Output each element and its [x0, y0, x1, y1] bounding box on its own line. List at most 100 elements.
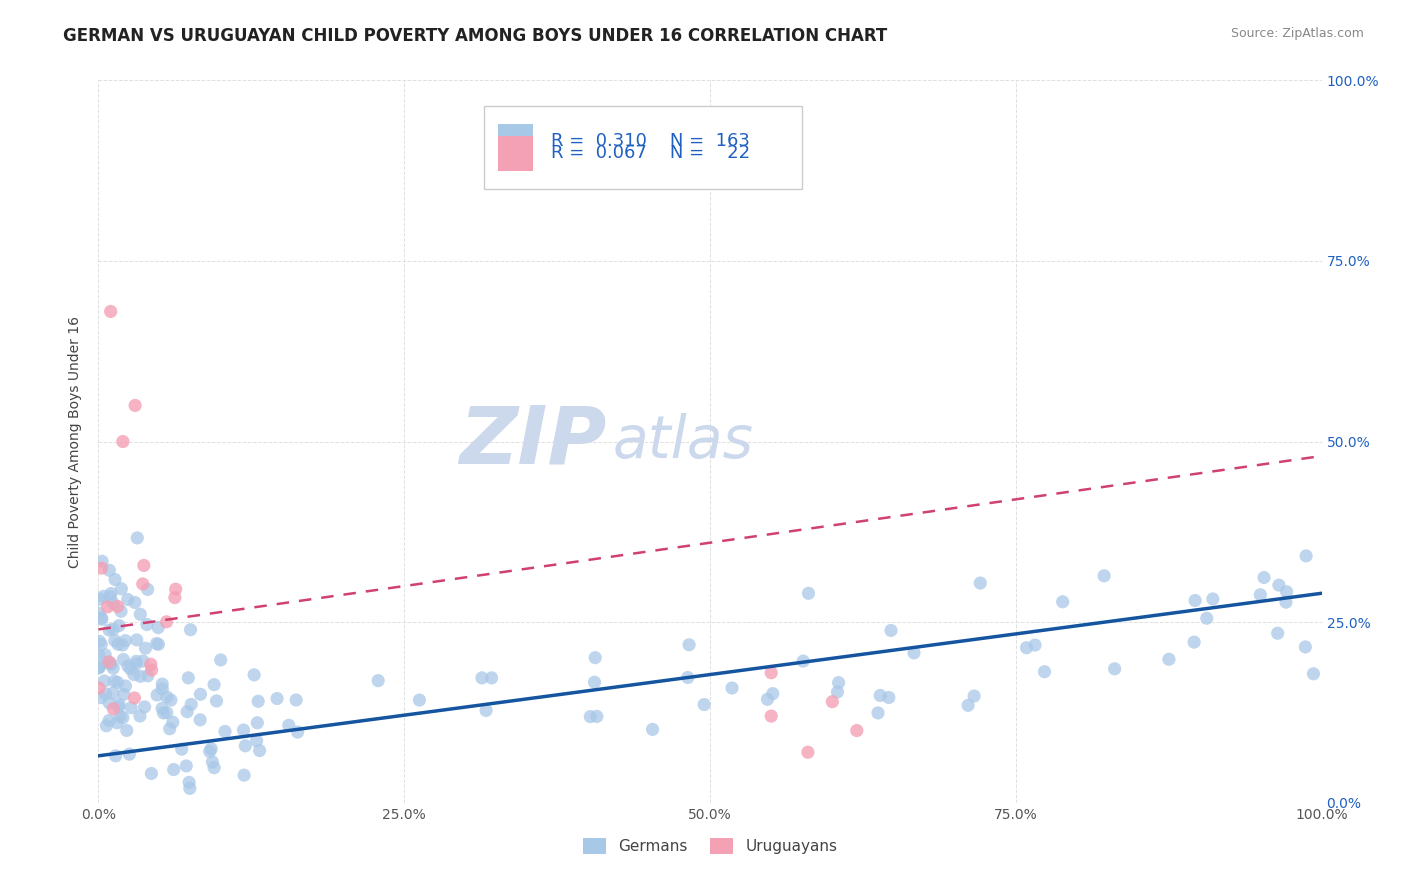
Point — [129, 709, 152, 723]
Point — [641, 723, 664, 737]
Text: R =  0.067    N =    22: R = 0.067 N = 22 — [551, 145, 751, 162]
Point — [1092, 569, 1115, 583]
Y-axis label: Child Poverty Among Boys Under 16: Child Poverty Among Boys Under 16 — [69, 316, 83, 567]
Point — [200, 741, 222, 756]
Point — [903, 646, 925, 660]
Point — [163, 591, 186, 605]
Point — [957, 698, 980, 713]
Point — [232, 723, 254, 737]
Point — [877, 690, 900, 705]
Point — [98, 623, 121, 637]
Point — [125, 654, 148, 668]
Point — [111, 638, 134, 652]
Point — [134, 700, 156, 714]
Point — [112, 652, 135, 666]
Point — [246, 733, 269, 747]
Point — [129, 607, 152, 622]
Point — [1294, 640, 1316, 654]
Point — [1202, 591, 1225, 606]
Point — [90, 561, 112, 575]
Point — [156, 690, 179, 704]
Point — [797, 745, 820, 759]
Point — [129, 669, 152, 683]
Point — [1302, 666, 1324, 681]
Point — [202, 678, 225, 692]
Point — [94, 648, 117, 662]
Point — [108, 618, 131, 632]
Point — [136, 582, 159, 597]
Point — [1275, 595, 1298, 609]
Point — [676, 671, 699, 685]
Point — [1015, 640, 1038, 655]
Point — [97, 655, 120, 669]
Point — [174, 759, 197, 773]
Point — [98, 696, 121, 710]
Text: atlas: atlas — [612, 413, 754, 470]
Point — [87, 606, 110, 620]
Point — [103, 661, 125, 675]
FancyBboxPatch shape — [498, 136, 533, 170]
Point — [148, 637, 170, 651]
Point — [209, 653, 232, 667]
Point — [98, 714, 121, 728]
Point — [969, 576, 991, 591]
Text: ZIP: ZIP — [458, 402, 606, 481]
Point — [90, 637, 112, 651]
Point — [247, 694, 270, 708]
Point — [762, 687, 785, 701]
Point — [756, 692, 779, 706]
Point — [124, 690, 146, 705]
Point — [91, 554, 114, 568]
Point — [1104, 662, 1126, 676]
Point — [1184, 593, 1206, 607]
Point — [180, 698, 202, 712]
Point — [93, 674, 115, 689]
Point — [866, 706, 889, 720]
Point — [100, 304, 122, 318]
Point — [98, 563, 121, 577]
Point — [103, 596, 125, 610]
Point — [97, 656, 120, 670]
Point — [107, 675, 129, 690]
Point — [117, 592, 139, 607]
Point — [579, 709, 602, 723]
Point — [287, 725, 309, 739]
Point — [125, 657, 148, 671]
Point — [89, 660, 111, 674]
Point — [141, 663, 163, 677]
Point — [1295, 549, 1317, 563]
Point — [1024, 638, 1046, 652]
Point — [139, 657, 162, 672]
Point — [845, 723, 868, 738]
Point — [880, 624, 903, 638]
Point — [165, 582, 187, 597]
Point — [124, 398, 146, 412]
Point — [150, 677, 173, 691]
Point — [1267, 626, 1289, 640]
Point — [797, 586, 820, 600]
Point — [93, 590, 115, 604]
Point — [408, 693, 430, 707]
Point — [179, 623, 201, 637]
Point — [214, 724, 236, 739]
Point — [1157, 652, 1180, 666]
Legend: Germans, Uruguayans: Germans, Uruguayans — [576, 832, 844, 860]
Point — [1052, 595, 1074, 609]
Point — [89, 592, 111, 607]
Point — [177, 671, 200, 685]
Point — [277, 718, 299, 732]
Point — [114, 633, 136, 648]
FancyBboxPatch shape — [484, 105, 801, 189]
Point — [122, 667, 145, 681]
Point — [471, 671, 494, 685]
Point — [170, 742, 193, 756]
Point — [583, 650, 606, 665]
Point — [87, 681, 110, 695]
Point — [585, 709, 607, 723]
Point — [103, 623, 125, 637]
Point — [96, 719, 118, 733]
Point — [135, 617, 157, 632]
Point — [150, 701, 173, 715]
Point — [163, 763, 186, 777]
Point — [90, 611, 112, 625]
